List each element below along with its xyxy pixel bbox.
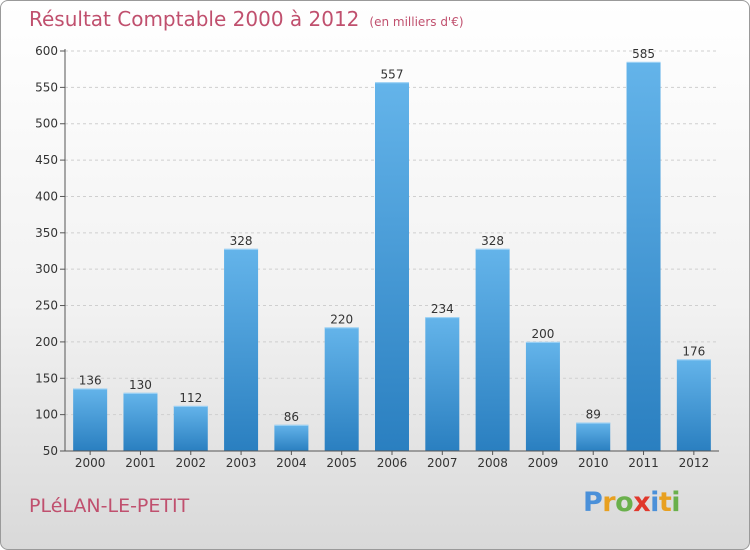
x-tick-label: 2007 (427, 456, 458, 470)
bar-2000 (73, 388, 108, 451)
axes: 50 100 150 200 250 300 350 400 450 500 550 600 2000 2… (35, 44, 719, 470)
x-tick-label: 2005 (326, 456, 357, 470)
bar-2001 (123, 392, 158, 451)
bars (73, 61, 711, 452)
bar-2004 (274, 424, 309, 451)
y-tick-label: 200 (35, 335, 58, 349)
value-label: 585 (632, 47, 655, 61)
x-tick-label: 2004 (276, 456, 307, 470)
value-label: 176 (682, 344, 705, 358)
proxiti-logo: Proxiti (583, 487, 681, 518)
value-label: 130 (129, 378, 152, 392)
x-tick-label: 2010 (578, 456, 609, 470)
x-tick-label: 2000 (75, 456, 106, 470)
logo-letter: x (633, 487, 651, 518)
value-label: 136 (79, 373, 102, 387)
y-tick-label: 550 (35, 80, 58, 94)
y-tick-label: 350 (35, 226, 58, 240)
value-labels: 136 130 112 328 86 220 557 234 328 200 89 585 176 (79, 47, 706, 424)
bar-2012 (676, 359, 711, 451)
bar-2009 (525, 341, 560, 451)
value-label: 328 (481, 234, 504, 248)
value-label: 89 (586, 408, 601, 422)
logo-letter: P (583, 487, 603, 518)
bar-2007 (425, 317, 460, 451)
bar-2002 (173, 405, 208, 451)
y-tick-label: 450 (35, 153, 58, 167)
town-name: PLéLAN-LE-PETIT (29, 495, 190, 517)
bar-2011 (626, 61, 661, 452)
y-tick-label: 400 (35, 189, 58, 203)
y-tick-label: 600 (35, 44, 58, 58)
x-tick-label: 2001 (125, 456, 156, 470)
logo-letter: o (615, 487, 634, 518)
y-tick-label: 500 (35, 117, 58, 131)
bar-2010 (576, 422, 611, 451)
y-tick-label: 50 (43, 444, 58, 458)
logo-letter: i (671, 487, 681, 518)
bar-2006 (375, 82, 409, 451)
x-tick-label: 2002 (175, 456, 206, 470)
value-label: 200 (531, 327, 554, 341)
logo-letter: t (658, 487, 672, 518)
y-tick-label: 300 (35, 262, 58, 276)
x-tick-label: 2003 (226, 456, 257, 470)
value-label: 234 (431, 302, 454, 316)
x-tick-label: 2008 (477, 456, 508, 470)
chart-title: Résultat Comptable 2000 à 2012 (en millie… (29, 7, 464, 31)
value-label: 112 (179, 391, 202, 405)
bar-2008 (475, 248, 510, 451)
x-tick-label: 2009 (528, 456, 559, 470)
y-tick-label: 100 (35, 408, 58, 422)
value-label: 220 (330, 312, 353, 326)
x-tick-label: 2012 (679, 456, 710, 470)
y-tick-label: 250 (35, 299, 58, 313)
logo-letter: i (650, 487, 659, 518)
y-tick-label: 150 (35, 371, 58, 385)
value-label: 557 (381, 67, 404, 81)
chart-title-text: Résultat Comptable 2000 à 2012 (29, 7, 360, 31)
bar-2005 (324, 327, 359, 451)
x-tick-label: 2011 (628, 456, 659, 470)
value-label: 86 (284, 410, 299, 424)
x-tick-label: 2006 (377, 456, 408, 470)
value-label: 328 (230, 234, 253, 248)
chart-unit-note: (en milliers d'€) (369, 15, 464, 29)
bar-2003 (224, 248, 259, 451)
logo-letter: r (602, 487, 616, 518)
